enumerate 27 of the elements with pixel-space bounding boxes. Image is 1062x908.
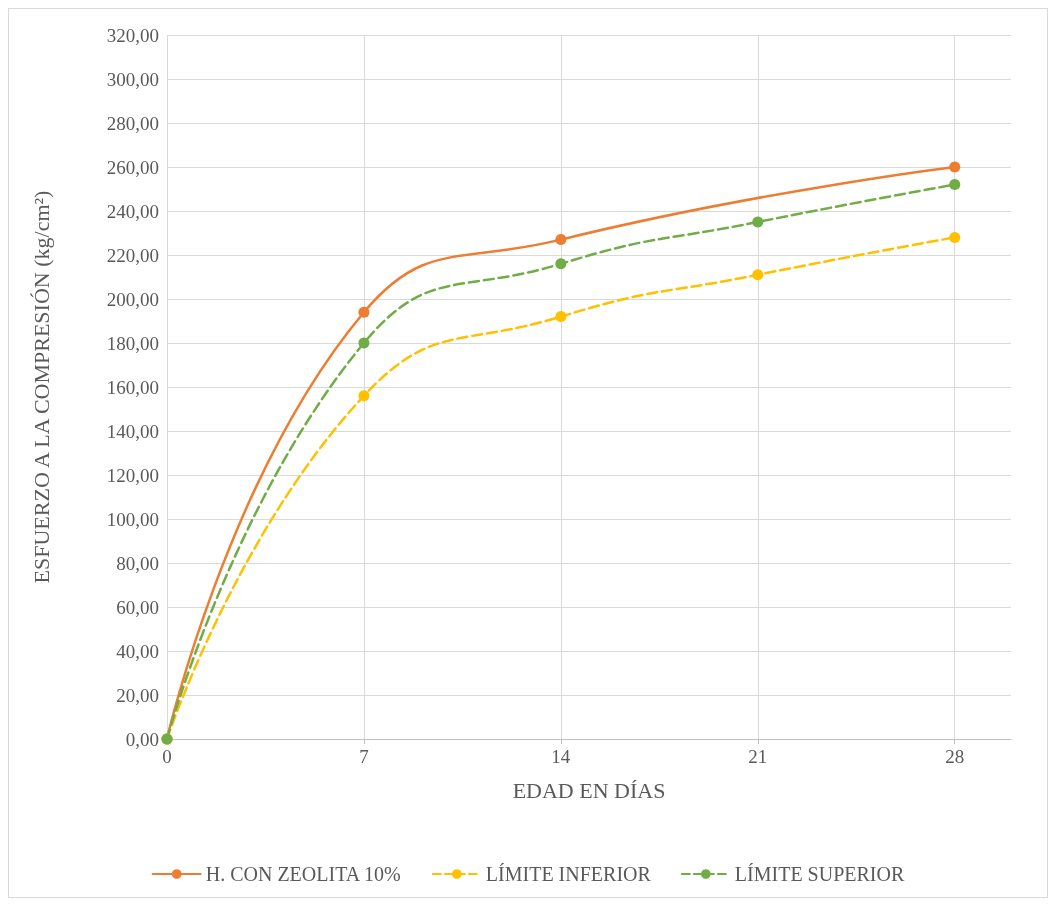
legend-label: H. CON ZEOLITA 10% bbox=[205, 863, 401, 885]
y-tick-label: 20,00 bbox=[116, 684, 159, 706]
x-tick-label: 14 bbox=[551, 746, 571, 767]
y-tick-label: 60,00 bbox=[116, 596, 159, 618]
x-tick-label: 28 bbox=[945, 746, 965, 767]
y-tick-label: 160,00 bbox=[106, 376, 159, 398]
x-tick-label: 7 bbox=[359, 746, 369, 767]
y-tick-label: 0,00 bbox=[125, 728, 159, 750]
y-axis-title: ESFUERZO A LA COMPRESIÓN (kg/cm²) bbox=[28, 190, 54, 584]
y-tick-label: 80,00 bbox=[116, 552, 159, 574]
y-tick-label: 320,00 bbox=[106, 24, 159, 46]
y-tick-label: 280,00 bbox=[106, 112, 159, 134]
y-tick-label: 120,00 bbox=[106, 464, 159, 486]
y-tick-label: 220,00 bbox=[106, 244, 159, 266]
x-tick-label: 21 bbox=[748, 746, 768, 767]
y-tick-label: 140,00 bbox=[106, 420, 159, 442]
y-tick-label: 100,00 bbox=[106, 508, 159, 530]
legend-label: LÍMITE SUPERIOR bbox=[734, 863, 905, 885]
y-tick-label: 180,00 bbox=[106, 332, 159, 354]
y-tick-label: 260,00 bbox=[106, 156, 159, 178]
y-tick-label: 240,00 bbox=[106, 200, 159, 222]
y-tick-label: 40,00 bbox=[116, 640, 159, 662]
x-tick-label: 0 bbox=[162, 746, 172, 767]
x-axis-title: EDAD EN DÍAS bbox=[512, 777, 666, 803]
y-tick-label: 300,00 bbox=[106, 68, 159, 90]
legend-label: LÍMITE INFERIOR bbox=[485, 863, 652, 885]
y-tick-label: 200,00 bbox=[106, 288, 159, 310]
